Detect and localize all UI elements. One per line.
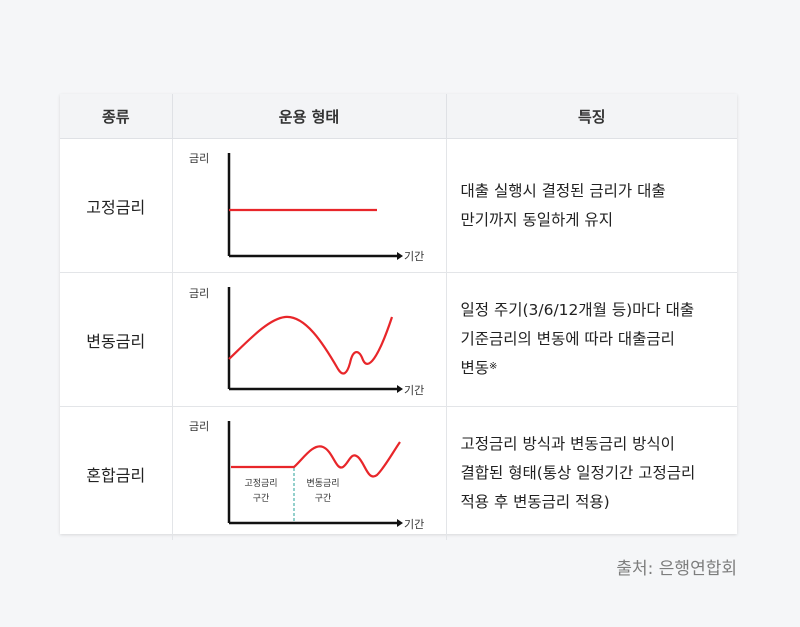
description-line: 변동 — [460, 359, 490, 377]
x-axis-label: 기간 — [404, 518, 424, 531]
chart-cell-fixed: 금리 기간 — [172, 138, 447, 273]
rate-line — [230, 441, 401, 478]
description-line: 만기까지 동일하게 유지 — [460, 210, 613, 229]
description-fixed: 대출 실행시 결정된 금리가 대출 만기까지 동일하게 유지 — [446, 138, 737, 273]
type-mixed: 혼합금리 — [60, 406, 173, 540]
chart-cell-variable: 금리 기간 — [172, 272, 447, 407]
mixed-rate-chart: 금리 기간 고정금리 구간 변동금리 구간 — [189, 420, 424, 531]
description-line: 일정 주기(3/6/12개월 등)마다 대출 — [460, 301, 695, 319]
type-fixed: 고정금리 — [60, 138, 173, 273]
source-caption: 출처: 은행연합회 — [616, 559, 737, 579]
fixed-section-label: 고정금리 — [244, 478, 277, 489]
table-row-variable: 변동금리 금리 기간 일정 주기(3/6/12개월 등)마다 대출 기준금리의 … — [60, 272, 738, 407]
rate-line — [227, 315, 393, 375]
interest-rate-table-card: 종류 운용 형태 특징 고정금리 금리 기간 — [60, 94, 737, 540]
description-mixed: 고정금리 방식과 변동금리 방식이 결합된 형태(통상 일정기간 고정금리 적용… — [446, 407, 737, 541]
description-line: 고정금리 방식과 변동금리 방식이 — [460, 435, 675, 453]
header-type: 종류 — [60, 94, 173, 139]
fixed-rate-chart: 금리 기간 — [189, 152, 424, 263]
header-operation: 운용 형태 — [172, 94, 447, 139]
footnote-mark: ※ — [489, 361, 498, 372]
type-variable: 변동금리 — [60, 272, 173, 407]
table-row-mixed: 혼합금리 금리 기간 고정금리 구간 변동금리 구간 — [60, 406, 737, 541]
x-axis-arrow — [396, 252, 403, 260]
y-axis-label: 금리 — [189, 420, 209, 433]
description-line-last: 변동※ — [461, 354, 738, 383]
table-header-row: 종류 운용 형태 특징 — [60, 94, 737, 139]
x-axis-arrow — [396, 385, 403, 393]
x-axis-arrow — [396, 519, 403, 527]
header-feature: 특징 — [446, 94, 737, 139]
description-variable: 일정 주기(3/6/12개월 등)마다 대출 기준금리의 변동에 따라 대출금리… — [446, 272, 738, 407]
description-line: 적용 후 변동금리 적용) — [460, 493, 610, 511]
table-row-fixed: 고정금리 금리 기간 대출 실행시 결정된 금리가 대출 만기까지 동일하게 유… — [60, 138, 737, 273]
x-axis-label: 기간 — [404, 384, 424, 397]
variable-section-label: 변동금리 — [306, 478, 339, 489]
variable-section-label: 구간 — [314, 493, 331, 504]
description-line: 대출 실행시 결정된 금리가 대출 — [460, 181, 666, 200]
y-axis-label: 금리 — [189, 287, 209, 300]
description-line: 결합된 형태(통상 일정기간 고정금리 — [460, 464, 696, 482]
interest-rate-table: 종류 운용 형태 특징 고정금리 금리 기간 — [60, 94, 737, 540]
variable-rate-chart: 금리 기간 — [189, 287, 424, 397]
description-line: 기준금리의 변동에 따라 대출금리 — [460, 330, 675, 348]
y-axis-label: 금리 — [189, 152, 209, 165]
chart-cell-mixed: 금리 기간 고정금리 구간 변동금리 구간 — [172, 406, 447, 540]
x-axis-label: 기간 — [404, 250, 424, 263]
fixed-section-label: 구간 — [252, 493, 269, 504]
